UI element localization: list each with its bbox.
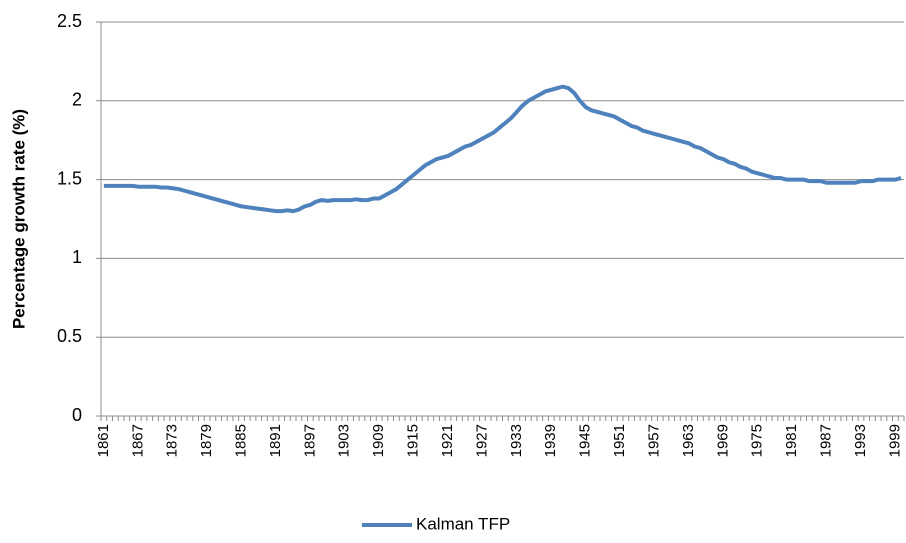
y-tick-label: 0 [72, 405, 82, 425]
x-tick-label: 1861 [95, 424, 112, 457]
y-axis-title: Percentage growth rate (%) [9, 109, 28, 329]
x-tick-label: 1885 [232, 424, 249, 457]
x-tick-label: 1969 [714, 424, 731, 457]
x-tick-label: 1891 [267, 424, 284, 457]
x-tick-label: 1939 [542, 424, 559, 457]
y-tick-label: 2.5 [57, 11, 82, 31]
x-tick-label: 1897 [301, 424, 318, 457]
y-tick-label: 0.5 [57, 326, 82, 346]
x-tick-label: 1999 [886, 424, 903, 457]
x-tick-label: 1957 [645, 424, 662, 457]
data-line [103, 84, 902, 214]
x-tick-label: 1909 [370, 424, 387, 457]
y-tick-label: 1.5 [57, 168, 82, 188]
x-tick-label: 1945 [577, 424, 594, 457]
x-tick-label: 1903 [336, 424, 353, 457]
x-tick-label: 1873 [164, 424, 181, 457]
x-tick-label: 1975 [749, 424, 766, 457]
x-tick-label: 1867 [129, 424, 146, 457]
x-tick-label: 1987 [818, 424, 835, 457]
x-tick-label: 1933 [508, 424, 525, 457]
x-tick-label: 1921 [439, 424, 456, 457]
x-tick-label: 1963 [680, 424, 697, 457]
y-tick-label: 2 [72, 90, 82, 110]
x-tick-label: 1927 [473, 424, 490, 457]
y-tick-label: 1 [72, 247, 82, 267]
x-tick-label: 1981 [783, 424, 800, 457]
x-tick-label: 1993 [852, 424, 869, 457]
x-tick-label: 1879 [198, 424, 215, 457]
x-tick-label: 1915 [405, 424, 422, 457]
x-tick-label: 1951 [611, 424, 628, 457]
legend-label: Kalman TFP [416, 514, 510, 533]
